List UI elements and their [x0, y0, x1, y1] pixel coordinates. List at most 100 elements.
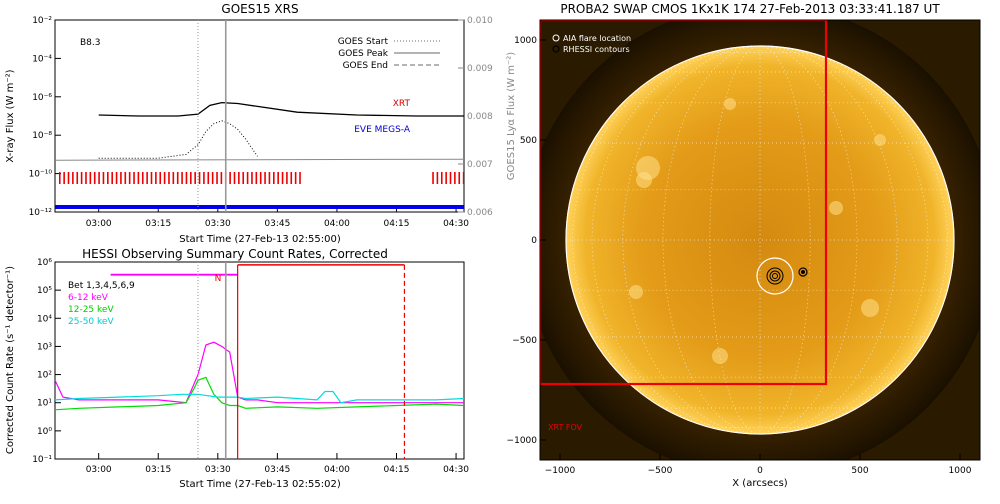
xrt-coverage-segment: [163, 172, 166, 184]
xrt-coverage-segment: [229, 172, 231, 184]
hessi-x-tick-label: 03:30: [205, 465, 231, 475]
goes-x-tick-label: 03:45: [264, 219, 290, 229]
xrt-coverage-segment: [141, 172, 144, 184]
hessi-legend: Bet 1,3,4,5,6,9 6-12 keV 12-25 keV 25-50 ke…: [68, 281, 135, 327]
hessi-x-axis: 03:00 03:15 03:30 03:45 04:00 04:15 04:30: [86, 453, 469, 475]
swap-y-tick-label: 0: [531, 236, 537, 246]
goes-series-line-0: [98, 101, 464, 117]
heliographic-grid: [566, 45, 954, 435]
hessi-legend-label: 6-12 keV: [68, 293, 109, 303]
xrt-fov-label: XRT FOV: [548, 423, 583, 432]
goes-y-tick-label: 10⁻²: [32, 16, 52, 26]
xrt-coverage-segment: [181, 172, 183, 184]
xrt-coverage-segment: [172, 172, 175, 184]
flare-markers: [756, 257, 808, 295]
xrt-coverage-segment: [281, 172, 284, 184]
xrt-coverage-segment: [294, 172, 297, 184]
hessi-y-tick-label: 10³: [37, 342, 52, 352]
xrt-fov-rect: [540, 20, 828, 386]
xrt-coverage-segment: [264, 172, 266, 184]
goes-y2-tick-label: 0.009: [467, 64, 493, 74]
xrt-coverage-segment: [286, 172, 288, 184]
xrt-coverage-segment: [111, 172, 113, 184]
xrt-coverage-segment: [150, 172, 153, 184]
goes-y2-tick-label: 0.007: [467, 160, 493, 170]
xrt-coverage-segment: [299, 172, 301, 184]
rhessi-contour: [798, 267, 808, 277]
hessi-x-tick-label: 03:15: [145, 465, 171, 475]
hessi-x-tick-label: 04:00: [324, 465, 350, 475]
xrt-coverage-segment: [133, 172, 135, 184]
xrt-coverage-segment: [85, 172, 87, 184]
goes-x-tick-label: 04:30: [443, 219, 469, 229]
xrt-coverage-segment: [190, 172, 192, 184]
goes-y2-label: GOES15 Lyα Flux (W m⁻²): [506, 52, 517, 180]
hessi-legend-label: 25-50 keV: [68, 317, 114, 327]
swap-legend-label: RHESSI contours: [563, 45, 630, 54]
goes-x-tick-label: 03:15: [145, 219, 171, 229]
hessi-x-tick-label: 03:00: [86, 465, 112, 475]
hessi-series: [55, 264, 464, 411]
flare-contour: [766, 267, 784, 285]
xrt-label: XRT: [393, 99, 411, 109]
xrt-coverage-segment: [440, 172, 443, 184]
hessi-x-tick-label: 04:30: [443, 465, 469, 475]
swap-x-tick-label: 1000: [949, 466, 972, 476]
legend-marker-rhessi: [552, 45, 560, 53]
xrt-coverage-segment: [268, 172, 271, 184]
active-region: [712, 348, 728, 364]
goes-x-label: Start Time (27-Feb-13 02:55:00): [179, 234, 341, 245]
xrt-coverage-segment: [63, 172, 65, 184]
goes-series: [55, 101, 464, 161]
xrt-coverage-segment: [198, 172, 201, 184]
xrt-coverage-segment: [93, 172, 96, 184]
solar-disk: [565, 45, 955, 435]
hessi-y-tick-label: 10⁶: [37, 258, 52, 268]
hessi-time-markers: [197, 262, 406, 459]
xrt-coverage-segment: [76, 172, 79, 184]
xrt-coverage-segment: [436, 172, 439, 184]
xrt-coverage-segment: [449, 172, 452, 184]
hessi-x-tick-label: 04:15: [384, 465, 410, 475]
hessi-x-label: Start Time (27-Feb-13 02:55:02): [179, 479, 341, 490]
swap-y-tick-label: 500: [520, 136, 537, 146]
xrt-coverage-segment: [454, 172, 456, 184]
goes-y-tick-label: 10⁻¹⁰: [29, 170, 53, 180]
xrt-coverage-segment: [115, 172, 118, 184]
xrt-coverage-segment: [238, 172, 240, 184]
goes-x-tick-label: 03:00: [86, 219, 112, 229]
hessi-y-tick-label: 10⁻¹: [32, 455, 52, 465]
xrt-coverage-segment: [98, 172, 100, 184]
goes-legend: GOES Start GOES Peak GOES End: [338, 37, 440, 71]
hessi-y-tick-label: 10²: [37, 371, 52, 381]
swap-x-tick-label: −500: [648, 466, 673, 476]
xrt-coverage-segment: [124, 172, 127, 184]
xrt-coverage-segment: [155, 172, 157, 184]
goes-title: GOES15 XRS: [221, 2, 298, 16]
eve-coverage-bar: [55, 205, 464, 209]
longitude-line: [759, 45, 898, 435]
xrt-coverage-segment: [216, 172, 218, 184]
xrt-coverage-segment: [137, 172, 140, 184]
active-region: [861, 299, 879, 317]
xrt-coverage-segment: [432, 172, 434, 184]
swap-panel: PROBA2 SWAP CMOS 1Kx1K 174 27-Feb-2013 0…: [507, 2, 981, 489]
goes-y2-tick-label: 0.006: [467, 208, 493, 218]
hessi-y-tick-label: 10⁵: [37, 286, 52, 296]
xrt-coverage-segment: [255, 172, 258, 184]
xrt-coverage-segment: [242, 172, 245, 184]
goes-series-line-2: [55, 158, 464, 161]
xrt-coverage-segment: [146, 172, 148, 184]
xrt-coverage-segment: [273, 172, 275, 184]
swap-y-tick-label: −500: [512, 336, 537, 346]
xrt-coverage-segment: [207, 172, 210, 184]
xrt-coverage-segment: [251, 172, 253, 184]
longitude-line: [759, 45, 929, 435]
goes-y-tick-label: 10⁻⁶: [32, 93, 52, 103]
swap-title: PROBA2 SWAP CMOS 1Kx1K 174 27-Feb-2013 0…: [560, 2, 940, 16]
hessi-plot-frame: [54, 261, 465, 460]
swap-legend-label: AIA flare location: [563, 34, 631, 43]
hessi-legend-label: 12-25 keV: [68, 305, 114, 315]
